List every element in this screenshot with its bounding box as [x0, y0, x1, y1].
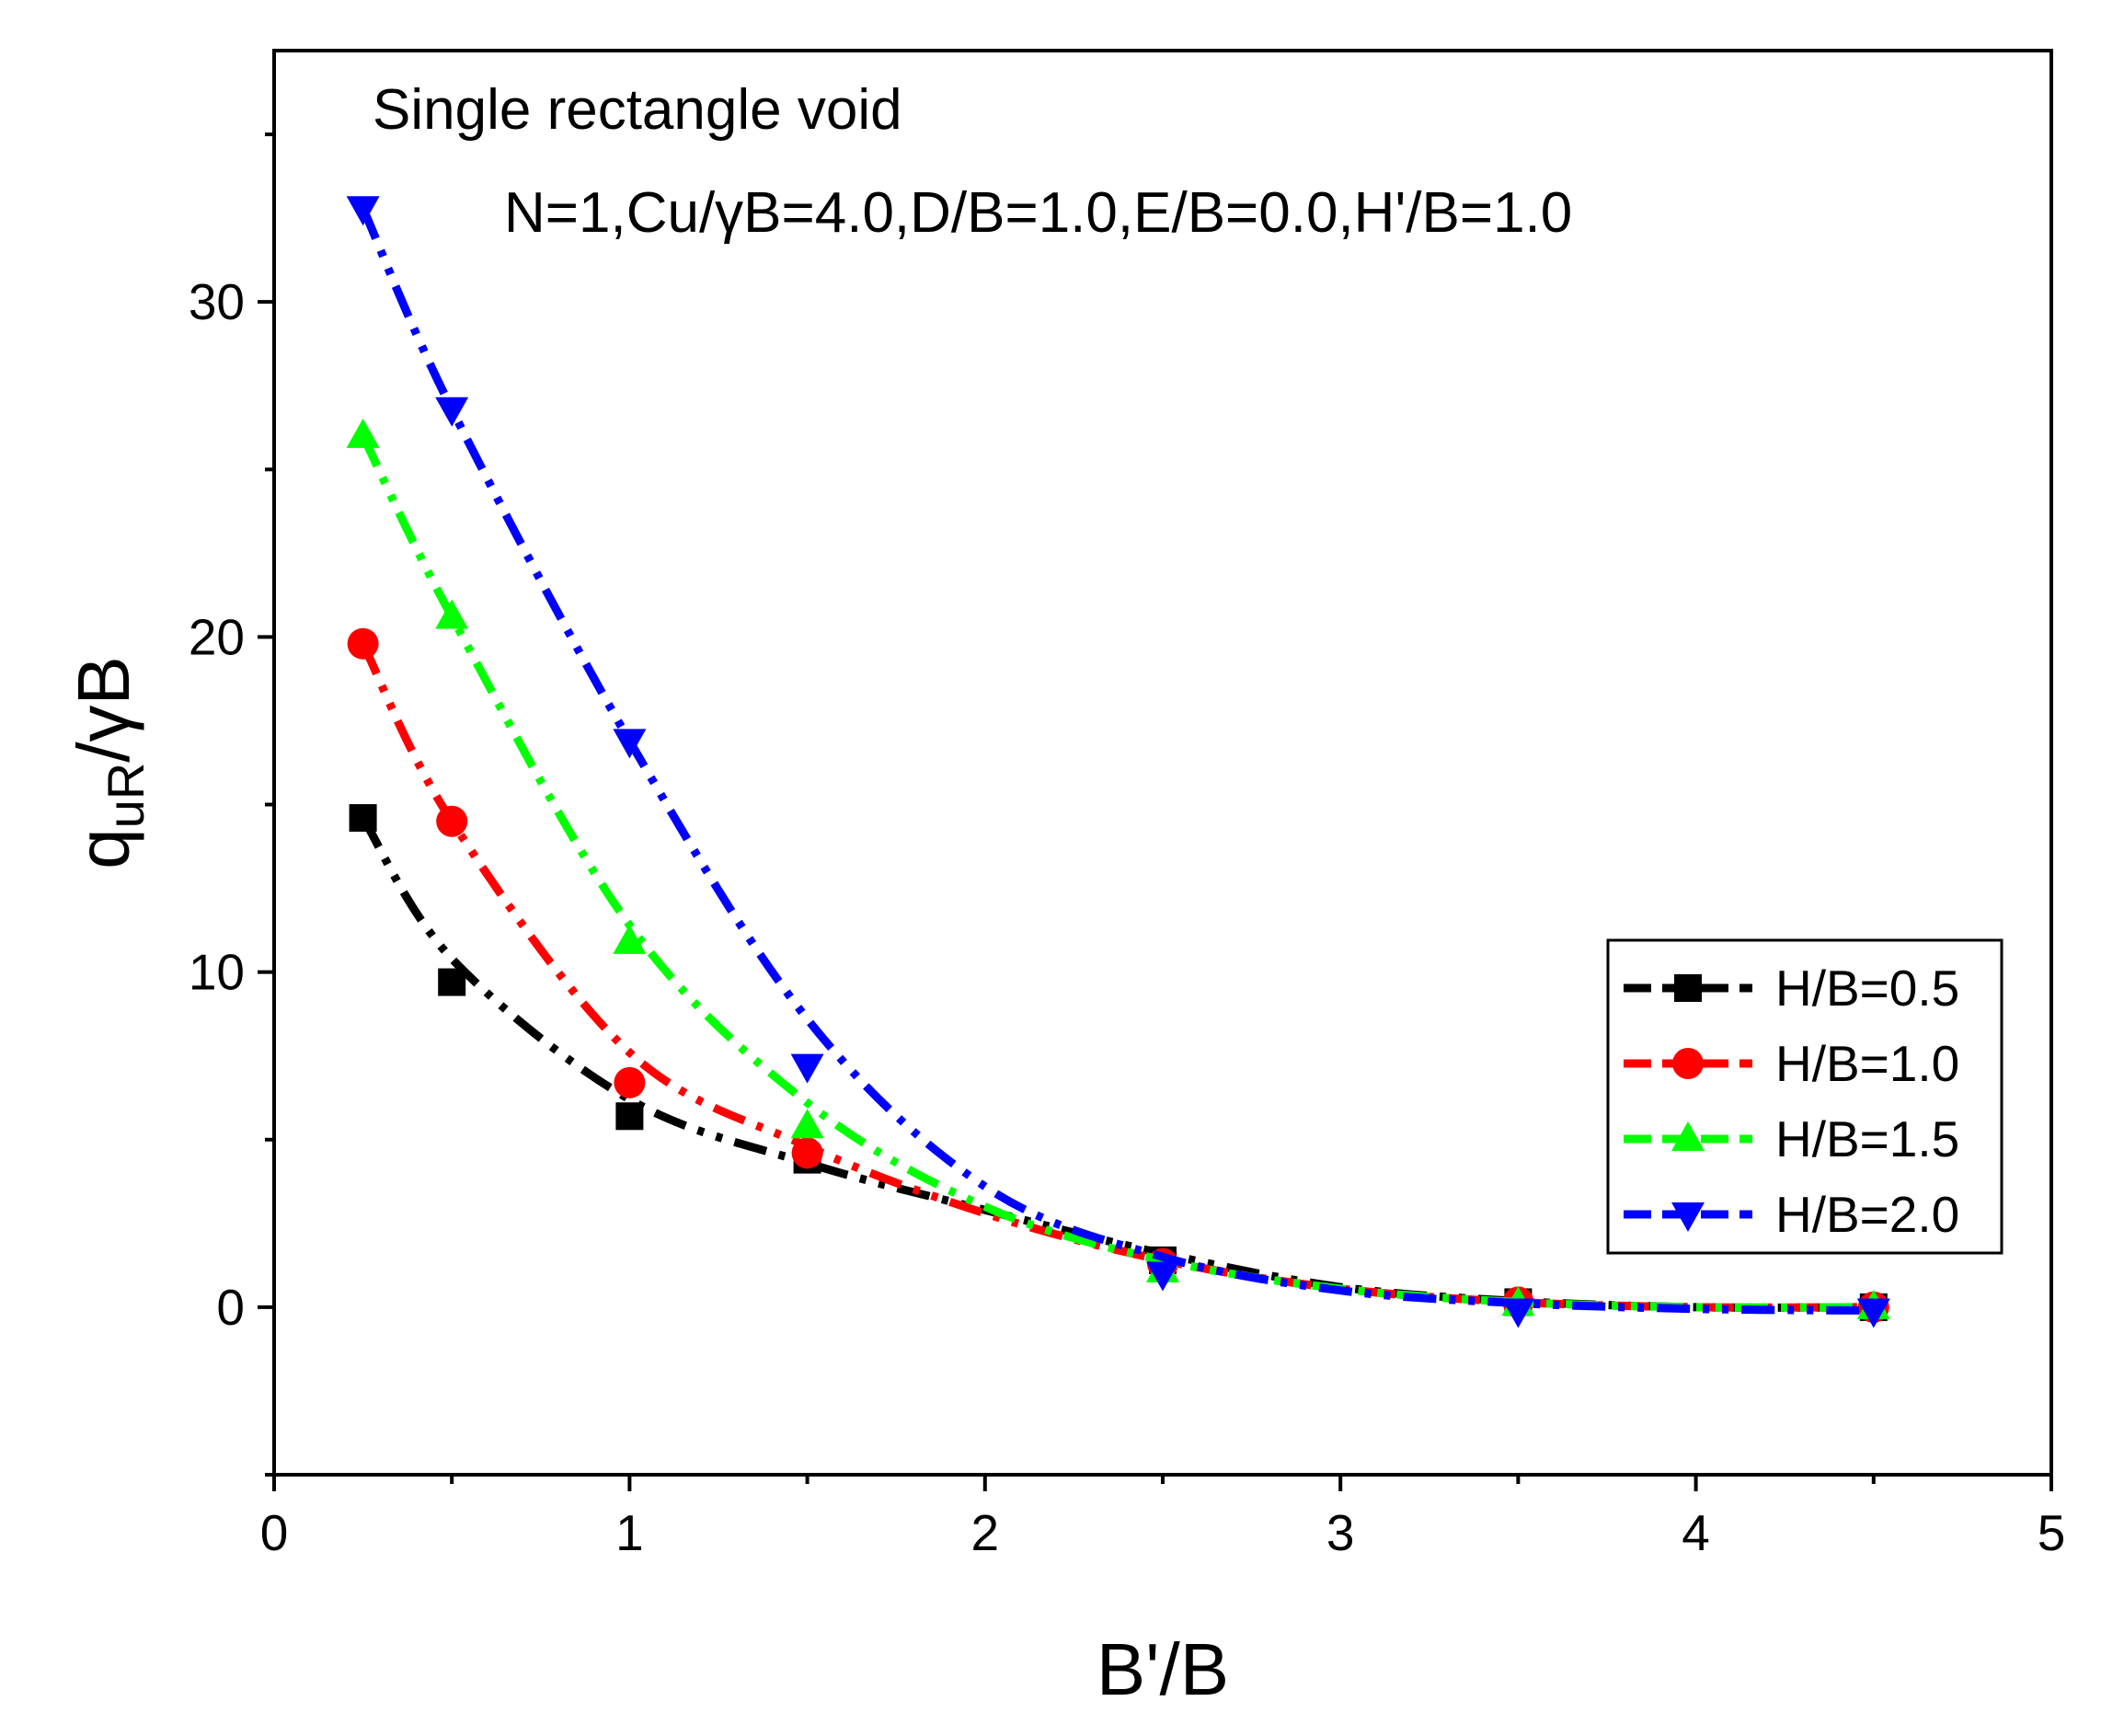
- x-axis: 0 1 2 3 4 5: [260, 1475, 2066, 1561]
- series-line: [359, 206, 1874, 1316]
- data-point: [347, 627, 379, 660]
- legend-item: H/B=0.5: [1624, 960, 1959, 1017]
- data-point: [1856, 1298, 1890, 1328]
- data-point: [1501, 1298, 1535, 1328]
- data-point: [790, 1053, 824, 1084]
- legend-label: H/B=0.5: [1775, 960, 1959, 1017]
- data-point: [349, 804, 377, 833]
- y-axis: 0 10 20 30: [189, 132, 274, 1477]
- legend-marker: [1671, 1121, 1705, 1151]
- series-layer: [346, 196, 1890, 1328]
- y-tick-label: 0: [216, 1279, 245, 1336]
- data-point: [435, 599, 469, 629]
- y-axis-title-sub: uR: [97, 763, 155, 829]
- y-axis-title-base: q: [63, 828, 144, 869]
- legend-marker: [1671, 1202, 1705, 1232]
- legend-marker: [1672, 1048, 1704, 1079]
- x-tick-label: 2: [971, 1504, 1000, 1561]
- legend-item: H/B=2.0: [1624, 1186, 1959, 1243]
- data-point: [346, 196, 380, 226]
- data-point: [1146, 1261, 1179, 1292]
- x-tick-label: 3: [1326, 1504, 1355, 1561]
- legend-item: H/B=1.5: [1624, 1110, 1959, 1167]
- x-tick-label: 1: [615, 1504, 644, 1561]
- y-tick-label: 10: [189, 944, 245, 1001]
- data-point: [346, 418, 380, 448]
- y-tick-label: 20: [189, 608, 245, 665]
- legend-label: H/B=1.0: [1775, 1035, 1959, 1092]
- data-point: [791, 1137, 823, 1169]
- x-tick-label: 0: [260, 1504, 289, 1561]
- data-point: [615, 1102, 644, 1131]
- data-point: [438, 968, 466, 996]
- legend-label: H/B=2.0: [1775, 1186, 1959, 1243]
- x-axis-title: B'/B: [1096, 1628, 1229, 1710]
- data-point: [613, 729, 647, 759]
- data-point: [614, 1066, 646, 1098]
- legend-label: H/B=1.5: [1775, 1110, 1959, 1167]
- legend-marker: [1674, 974, 1702, 1002]
- x-tick-label: 5: [2038, 1504, 2066, 1561]
- x-tick-label: 4: [1682, 1504, 1710, 1561]
- data-point: [436, 805, 468, 837]
- y-axis-title-suffix: /γB: [63, 656, 144, 763]
- chart-annotation-params: N=1,Cu/γB=4.0,D/B=1.0,E/B=0.0,H'/B=1.0: [504, 181, 1572, 245]
- legend: H/B=0.5 H/B=1.0 H/B=1.5 H/B=2.0: [1606, 938, 2003, 1255]
- data-point: [613, 924, 647, 954]
- data-point: [790, 1109, 824, 1139]
- series-4: [346, 196, 1890, 1328]
- chart-annotation-title: Single rectangle void: [373, 78, 902, 142]
- y-axis-title: quR/γB: [63, 656, 155, 869]
- data-point: [435, 397, 469, 427]
- legend-box: [1606, 938, 2003, 1255]
- legend-item: H/B=1.0: [1624, 1035, 1959, 1092]
- y-tick-label: 30: [189, 273, 245, 330]
